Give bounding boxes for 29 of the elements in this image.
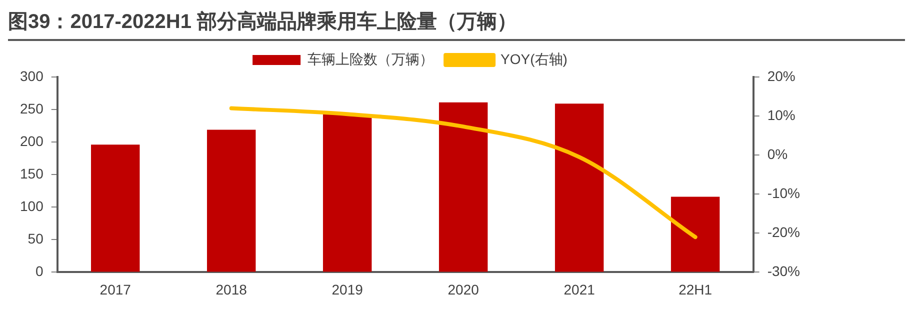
x-tick-label: 2020 <box>448 281 480 298</box>
y2-tick-label: 10% <box>767 106 796 123</box>
bar <box>554 104 604 272</box>
bar <box>206 130 256 272</box>
y2-tick-label: -20% <box>767 224 800 240</box>
x-tick-label: 2019 <box>332 281 364 298</box>
bar <box>670 196 720 272</box>
y-tick-label: 100 <box>20 198 44 214</box>
y-tick-label: 300 <box>20 68 44 84</box>
y-tick-label: 0 <box>36 263 44 280</box>
y2-tick-label: 0% <box>767 146 788 162</box>
bar <box>90 144 140 272</box>
legend-label: YOY(右轴) <box>500 50 568 67</box>
x-tick-label: 2021 <box>564 281 596 298</box>
line-series <box>229 106 698 240</box>
y-tick-label: 150 <box>20 165 44 182</box>
x-tick-label: 2017 <box>100 281 132 298</box>
y-tick-label: 50 <box>28 230 44 247</box>
chart-title: 图39：2017-2022H1 部分高端品牌乘用车上险量（万辆） <box>8 8 905 41</box>
y2-tick-label: 20% <box>767 68 796 84</box>
y2-tick-label: -30% <box>767 263 800 280</box>
x-tick-label: 22H1 <box>678 281 712 298</box>
bar <box>322 114 372 272</box>
y2-tick-label: -10% <box>767 184 800 201</box>
legend-label: 车辆上险数（万辆） <box>308 50 434 67</box>
x-tick-label: 2018 <box>216 281 248 298</box>
y-tick-label: 200 <box>20 132 44 149</box>
y-tick-label: 250 <box>20 100 44 116</box>
bar <box>438 102 488 272</box>
